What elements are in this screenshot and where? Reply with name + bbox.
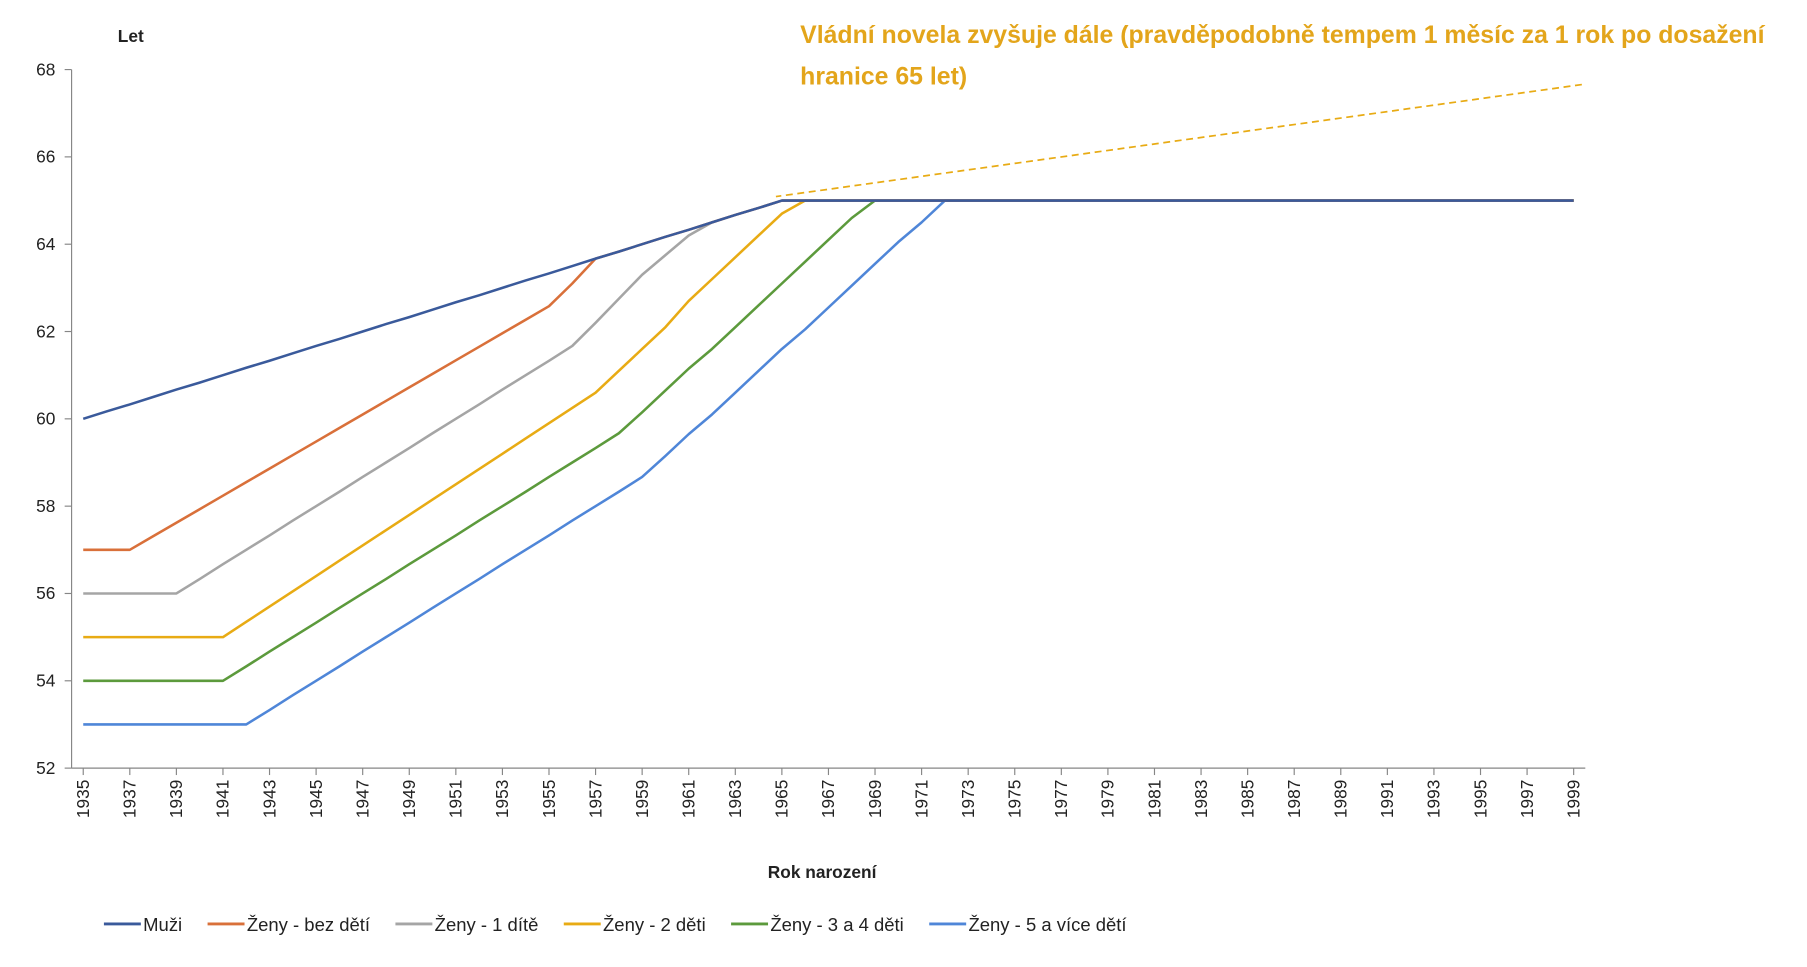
x-tick-label: 1963 <box>725 780 745 818</box>
x-tick-label: 1975 <box>1005 780 1025 818</box>
y-tick-label: 52 <box>36 758 55 778</box>
legend-label: Muži <box>143 914 182 935</box>
x-tick-label: 1941 <box>213 780 233 818</box>
series-line <box>82 199 1574 421</box>
y-tick-label: 62 <box>36 321 55 341</box>
x-tick-label: 1953 <box>492 780 512 818</box>
legend-label: Ženy - 3 a 4 děti <box>770 914 903 935</box>
x-tick-label: 1981 <box>1144 780 1164 818</box>
x-tick-label: 1997 <box>1517 780 1537 818</box>
series-line <box>83 199 1574 639</box>
annotation: Vládní novela zvyšuje dále (pravděpodobn… <box>800 21 1765 91</box>
legend: Muži Ženy - bez dětí Ženy - 1 dítě Ženy - 2… <box>103 914 1127 935</box>
y-tick-label: 54 <box>36 671 56 691</box>
y-tick-label: 64 <box>36 234 56 254</box>
x-tick-label: 1973 <box>958 780 978 818</box>
x-axis-title: Rok narození <box>768 862 878 882</box>
x-tick-label: 1949 <box>399 780 419 818</box>
legend-label: Ženy - 5 a více dětí <box>968 914 1127 935</box>
y-tick-label: 58 <box>36 496 55 516</box>
x-tick-label: 1957 <box>585 780 605 818</box>
x-tick-label: 1983 <box>1191 780 1211 818</box>
x-tick-label: 1955 <box>539 780 559 818</box>
x-tick-label: 1959 <box>632 780 652 818</box>
x-tick-label: 1995 <box>1470 780 1490 818</box>
x-tick-label: 1961 <box>678 780 698 818</box>
series-line <box>83 199 1574 683</box>
x-tick-label: 1943 <box>259 780 279 818</box>
x-tick-label: 1947 <box>352 780 372 818</box>
y-tick-label: 60 <box>36 409 55 429</box>
x-tick-label: 1985 <box>1237 780 1257 818</box>
y-axis-title: Let <box>118 26 144 46</box>
x-tick-label: 1991 <box>1377 780 1397 818</box>
x-tick-label: 1965 <box>772 780 792 818</box>
x-tick-label: 1993 <box>1424 780 1444 818</box>
x-tick-label: 1939 <box>166 780 186 818</box>
annotation-box: Vládní novela zvyšuje dále (pravděpodobn… <box>800 21 1765 91</box>
x-tick-label: 1951 <box>446 780 466 818</box>
series-line <box>83 199 1574 552</box>
x-tick-label: 1969 <box>865 780 885 818</box>
x-tick-label: 1935 <box>73 780 93 818</box>
x-tick-label: 1979 <box>1098 780 1118 818</box>
annotation-trend-line <box>775 83 1582 198</box>
series-line <box>83 199 1574 595</box>
x-tick-label: 1945 <box>306 780 326 818</box>
series-line <box>83 199 1574 726</box>
x-tick-label: 1971 <box>911 780 931 818</box>
y-tick-label: 66 <box>36 147 55 167</box>
legend-label: Ženy - 1 dítě <box>435 914 539 935</box>
x-tick-label: 1977 <box>1051 780 1071 818</box>
x-tick-label: 1987 <box>1284 780 1304 818</box>
x-tick-label: 1999 <box>1563 780 1583 818</box>
legend-label: Ženy - bez dětí <box>247 914 371 935</box>
y-tick-label: 56 <box>36 583 55 603</box>
x-tick-label: 1989 <box>1331 780 1351 818</box>
legend-label: Ženy - 2 děti <box>603 914 706 935</box>
y-tick-label: 68 <box>36 59 55 79</box>
x-tick-label: 1967 <box>818 780 838 818</box>
x-tick-label: 1937 <box>120 780 140 818</box>
